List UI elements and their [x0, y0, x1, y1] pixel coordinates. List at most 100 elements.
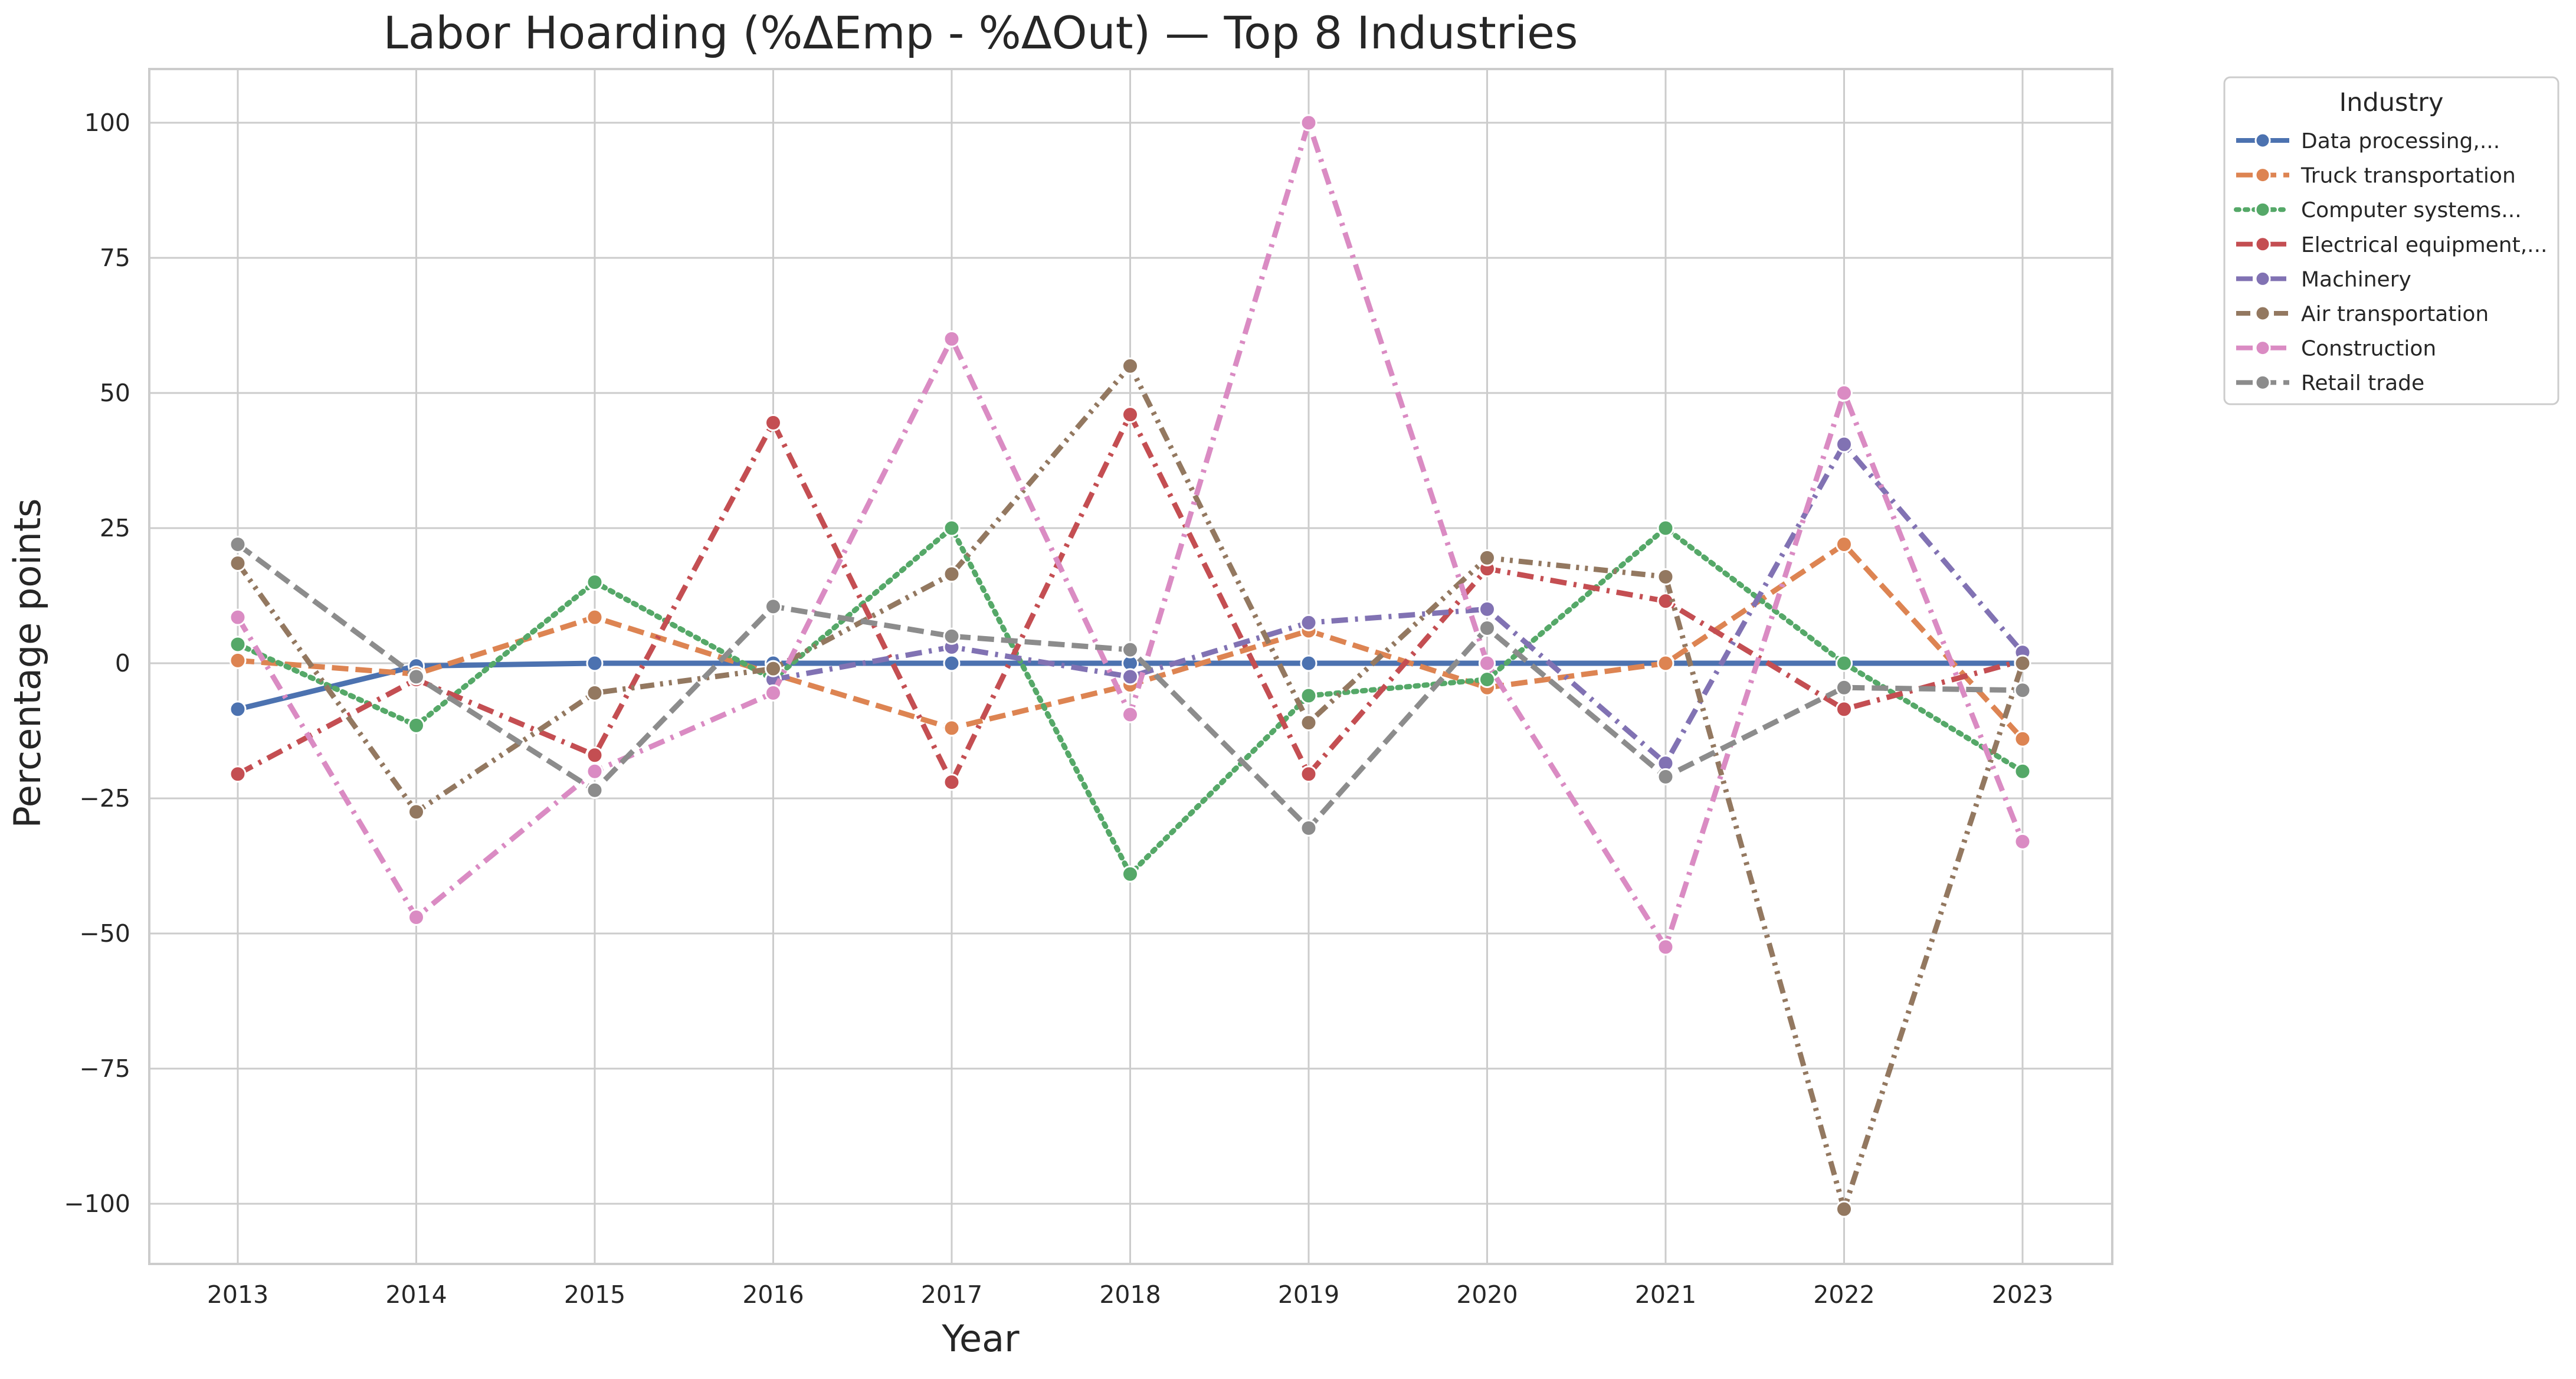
- series: [229, 535, 2031, 837]
- data-point: [1657, 938, 1674, 956]
- data-point: [943, 565, 961, 583]
- y-tick-label: −75: [79, 1054, 130, 1083]
- y-axis-label: Percentage points: [6, 499, 49, 828]
- data-point: [586, 608, 604, 626]
- legend-label: Machinery: [2301, 267, 2411, 291]
- series-line: [772, 441, 2025, 766]
- x-tick-label: 2014: [385, 1280, 447, 1309]
- y-tick-label: 50: [100, 379, 130, 407]
- legend-label: Computer systems...: [2301, 198, 2522, 222]
- data-point: [408, 803, 425, 821]
- y-tick-label: 0: [115, 649, 130, 677]
- legend-label: Retail trade: [2301, 371, 2424, 395]
- legend-marker: [2254, 201, 2271, 218]
- data-point: [586, 684, 604, 702]
- data-point: [1479, 619, 1496, 637]
- data-point: [1122, 865, 1139, 883]
- data-point: [586, 746, 604, 764]
- data-point: [1122, 357, 1139, 375]
- data-point: [1300, 687, 1318, 705]
- grid: [149, 69, 2112, 1264]
- y-tick-label: 25: [100, 514, 130, 542]
- data-point: [1122, 706, 1139, 723]
- data-point: [229, 535, 247, 553]
- data-point: [1300, 714, 1318, 732]
- data-point: [1122, 641, 1139, 659]
- data-point: [1122, 668, 1139, 686]
- legend-label: Air transportation: [2301, 302, 2489, 326]
- data-point: [943, 719, 961, 737]
- chart-title: Labor Hoarding (%ΔEmp - %ΔOut) — Top 8 I…: [384, 6, 1578, 59]
- data-point: [229, 700, 247, 718]
- data-point: [1300, 819, 1318, 837]
- legend-marker: [2254, 305, 2271, 322]
- data-point: [1300, 614, 1318, 631]
- data-point: [1479, 600, 1496, 618]
- legend-box: [2223, 76, 2559, 405]
- data-point: [1657, 568, 1674, 585]
- plot-frame: [148, 68, 2113, 1265]
- data-point: [408, 668, 425, 686]
- data-point: [943, 519, 961, 537]
- data-point: [586, 762, 604, 780]
- legend-items: Data processing,... Truck transportation C…: [2234, 129, 2548, 395]
- legend-marker: [2254, 374, 2271, 391]
- data-point: [229, 608, 247, 626]
- x-axis-label: Year: [941, 1317, 1020, 1360]
- legend: Industry Data processing,... Truck transp…: [2223, 76, 2559, 405]
- series: [229, 357, 2031, 1218]
- data-point: [408, 716, 425, 734]
- legend-marker: [2254, 236, 2271, 253]
- x-tick-label: 2017: [921, 1280, 982, 1309]
- legend-marker: [2254, 132, 2271, 149]
- data-point: [2014, 654, 2031, 672]
- data-point: [943, 774, 961, 791]
- data-point: [586, 574, 604, 591]
- data-point: [1479, 670, 1496, 688]
- series-group: [229, 114, 2031, 1218]
- legend-label: Truck transportation: [2300, 164, 2516, 188]
- data-point: [1300, 765, 1318, 783]
- x-tick-label: 2022: [1813, 1280, 1874, 1309]
- data-point: [586, 654, 604, 672]
- legend-label: Construction: [2301, 337, 2436, 361]
- x-tick-label: 2019: [1278, 1280, 1339, 1309]
- data-point: [1657, 519, 1674, 537]
- y-tick-label: 100: [84, 109, 130, 137]
- data-point: [229, 765, 247, 783]
- data-point: [943, 654, 961, 672]
- tick-labels: 2013 2014 2015 2016 2017 2018 2019 2020 2021 2022…: [64, 109, 2053, 1309]
- data-point: [1122, 406, 1139, 424]
- plot-border: [148, 68, 2113, 1265]
- data-point: [765, 414, 782, 431]
- legend-marker: [2254, 270, 2271, 287]
- data-point: [1836, 679, 1853, 696]
- data-point: [765, 660, 782, 677]
- data-point: [1657, 768, 1674, 785]
- data-point: [1300, 654, 1318, 672]
- x-tick-label: 2021: [1635, 1280, 1696, 1309]
- y-tick-label: 75: [100, 244, 130, 272]
- data-point: [2014, 833, 2031, 850]
- data-point: [1836, 535, 1853, 553]
- series: [229, 114, 2031, 956]
- data-point: [2014, 682, 2031, 699]
- data-point: [229, 636, 247, 653]
- data-point: [586, 781, 604, 799]
- data-point: [1657, 654, 1674, 672]
- data-point: [1836, 700, 1853, 718]
- data-point: [1300, 114, 1318, 132]
- y-tick-label: −50: [79, 919, 130, 948]
- x-tick-label: 2013: [207, 1280, 268, 1309]
- data-point: [765, 684, 782, 702]
- data-point: [1836, 384, 1853, 402]
- data-point: [1836, 435, 1853, 453]
- legend-marker: [2254, 167, 2271, 184]
- data-point: [2014, 762, 2031, 780]
- x-tick-label: 2020: [1456, 1280, 1518, 1309]
- data-point: [1836, 1200, 1853, 1218]
- y-tick-label: −100: [64, 1190, 130, 1218]
